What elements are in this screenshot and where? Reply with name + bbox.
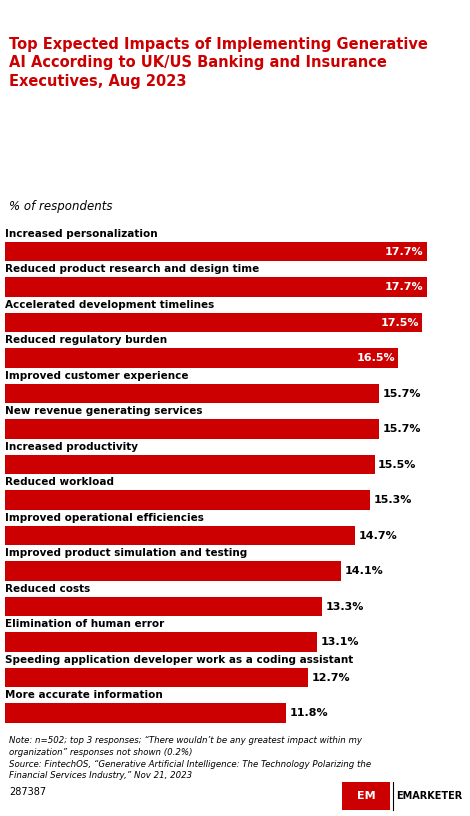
- Text: 12.7%: 12.7%: [311, 672, 350, 683]
- Text: New revenue generating services: New revenue generating services: [5, 406, 202, 416]
- Bar: [5, 596, 322, 616]
- Text: Reduced costs: Reduced costs: [5, 584, 90, 594]
- Text: 14.7%: 14.7%: [359, 530, 398, 540]
- Text: 15.3%: 15.3%: [373, 495, 412, 505]
- Text: 15.7%: 15.7%: [383, 424, 422, 434]
- Text: 14.1%: 14.1%: [345, 566, 384, 576]
- Text: Reduced workload: Reduced workload: [5, 477, 114, 487]
- Bar: [5, 490, 370, 510]
- Text: Improved operational efficiencies: Improved operational efficiencies: [5, 513, 204, 523]
- Text: EM: EM: [357, 792, 375, 801]
- Text: 13.1%: 13.1%: [321, 637, 360, 647]
- Text: Speeding application developer work as a coding assistant: Speeding application developer work as a…: [5, 655, 353, 665]
- Text: Increased personalization: Increased personalization: [5, 229, 157, 239]
- Bar: [5, 242, 427, 261]
- FancyBboxPatch shape: [342, 783, 390, 810]
- Text: 287387: 287387: [9, 787, 47, 796]
- Text: 13.3%: 13.3%: [326, 601, 364, 611]
- Text: 17.5%: 17.5%: [380, 317, 419, 327]
- Text: Elimination of human error: Elimination of human error: [5, 619, 164, 629]
- Text: Increased productivity: Increased productivity: [5, 442, 138, 452]
- Text: Note: n=502; top 3 responses; “There wouldn’t be any greatest impact within my
o: Note: n=502; top 3 responses; “There wou…: [9, 736, 371, 780]
- Text: Reduced regulatory burden: Reduced regulatory burden: [5, 335, 167, 345]
- Bar: [5, 667, 308, 687]
- Bar: [5, 348, 399, 368]
- Bar: [5, 703, 286, 723]
- Bar: [5, 632, 317, 652]
- Bar: [5, 561, 341, 581]
- Bar: [5, 419, 379, 439]
- Text: EMARKETER: EMARKETER: [396, 792, 462, 801]
- Text: 15.7%: 15.7%: [383, 388, 422, 398]
- Text: Top Expected Impacts of Implementing Generative
AI According to UK/US Banking an: Top Expected Impacts of Implementing Gen…: [9, 37, 428, 89]
- Bar: [5, 313, 422, 332]
- Bar: [5, 455, 375, 474]
- Bar: [5, 526, 355, 545]
- Bar: [5, 277, 427, 297]
- Text: Reduced product research and design time: Reduced product research and design time: [5, 264, 259, 274]
- Text: % of respondents: % of respondents: [9, 200, 113, 213]
- Text: 17.7%: 17.7%: [385, 282, 423, 292]
- Text: More accurate information: More accurate information: [5, 690, 163, 700]
- Bar: [5, 384, 379, 403]
- Text: 16.5%: 16.5%: [356, 353, 395, 363]
- Text: Improved product simulation and testing: Improved product simulation and testing: [5, 548, 247, 558]
- Text: 11.8%: 11.8%: [290, 708, 329, 718]
- Text: 17.7%: 17.7%: [385, 246, 423, 256]
- Text: 15.5%: 15.5%: [378, 459, 416, 469]
- Text: Improved customer experience: Improved customer experience: [5, 371, 188, 381]
- Text: Accelerated development timelines: Accelerated development timelines: [5, 300, 214, 310]
